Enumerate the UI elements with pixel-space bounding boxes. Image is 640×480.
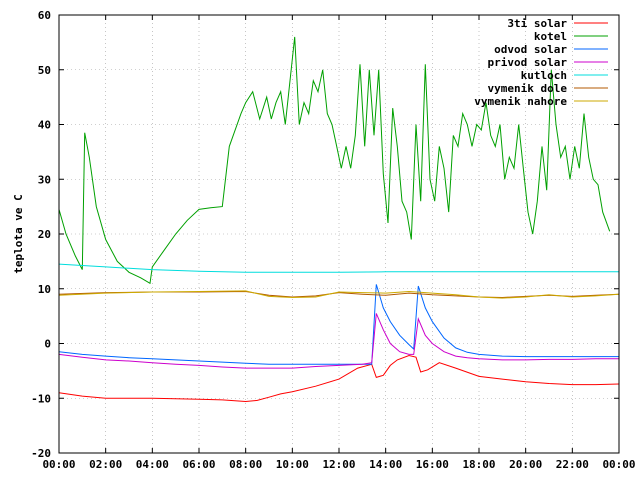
- y-tick-label: 40: [38, 119, 51, 132]
- legend-label: vymenik dole: [488, 82, 568, 95]
- y-tick-label: 0: [44, 338, 51, 351]
- legend-label: privod solar: [488, 56, 568, 69]
- x-tick-label: 12:00: [322, 458, 355, 471]
- legend-label: odvod solar: [494, 43, 567, 56]
- x-tick-label: 04:00: [136, 458, 169, 471]
- x-tick-label: 14:00: [369, 458, 402, 471]
- x-tick-label: 20:00: [509, 458, 542, 471]
- series-line-4: [58, 263, 619, 273]
- x-tick-label: 16:00: [416, 458, 449, 471]
- y-tick-label: 10: [38, 283, 51, 296]
- y-tick-label: 60: [38, 9, 51, 22]
- series-lines: [58, 36, 620, 403]
- x-tick-label: 18:00: [462, 458, 495, 471]
- series-line-6: [58, 290, 620, 299]
- y-tick-label: -10: [31, 392, 51, 405]
- x-tick-label: 06:00: [182, 458, 215, 471]
- x-tick-label: 00:00: [602, 458, 635, 471]
- x-tick-label: 10:00: [276, 458, 309, 471]
- series-line-1: [58, 36, 611, 285]
- legend-label: vymenik nahore: [474, 95, 567, 108]
- y-tick-label: 30: [38, 173, 51, 186]
- series-line-2: [58, 284, 619, 365]
- axis-ticks: 00:00 02:00 04:00 06:00 08:00 10:00 12:00 14:00…: [31, 9, 635, 471]
- legend-label: kotel: [534, 30, 567, 43]
- x-tick-label: 22:00: [556, 458, 589, 471]
- legend-label: kutloch: [521, 69, 567, 82]
- y-tick-label: -20: [31, 447, 51, 460]
- y-tick-label: 20: [38, 228, 51, 241]
- x-tick-label: 02:00: [89, 458, 122, 471]
- x-tick-label: 00:00: [42, 458, 75, 471]
- y-axis-label: teplota ve C: [12, 194, 25, 273]
- series-line-3: [58, 313, 619, 369]
- y-tick-label: 50: [38, 64, 51, 77]
- series-line-0: [58, 354, 620, 403]
- x-tick-label: 08:00: [229, 458, 262, 471]
- legend-label: 3ti solar: [507, 17, 567, 30]
